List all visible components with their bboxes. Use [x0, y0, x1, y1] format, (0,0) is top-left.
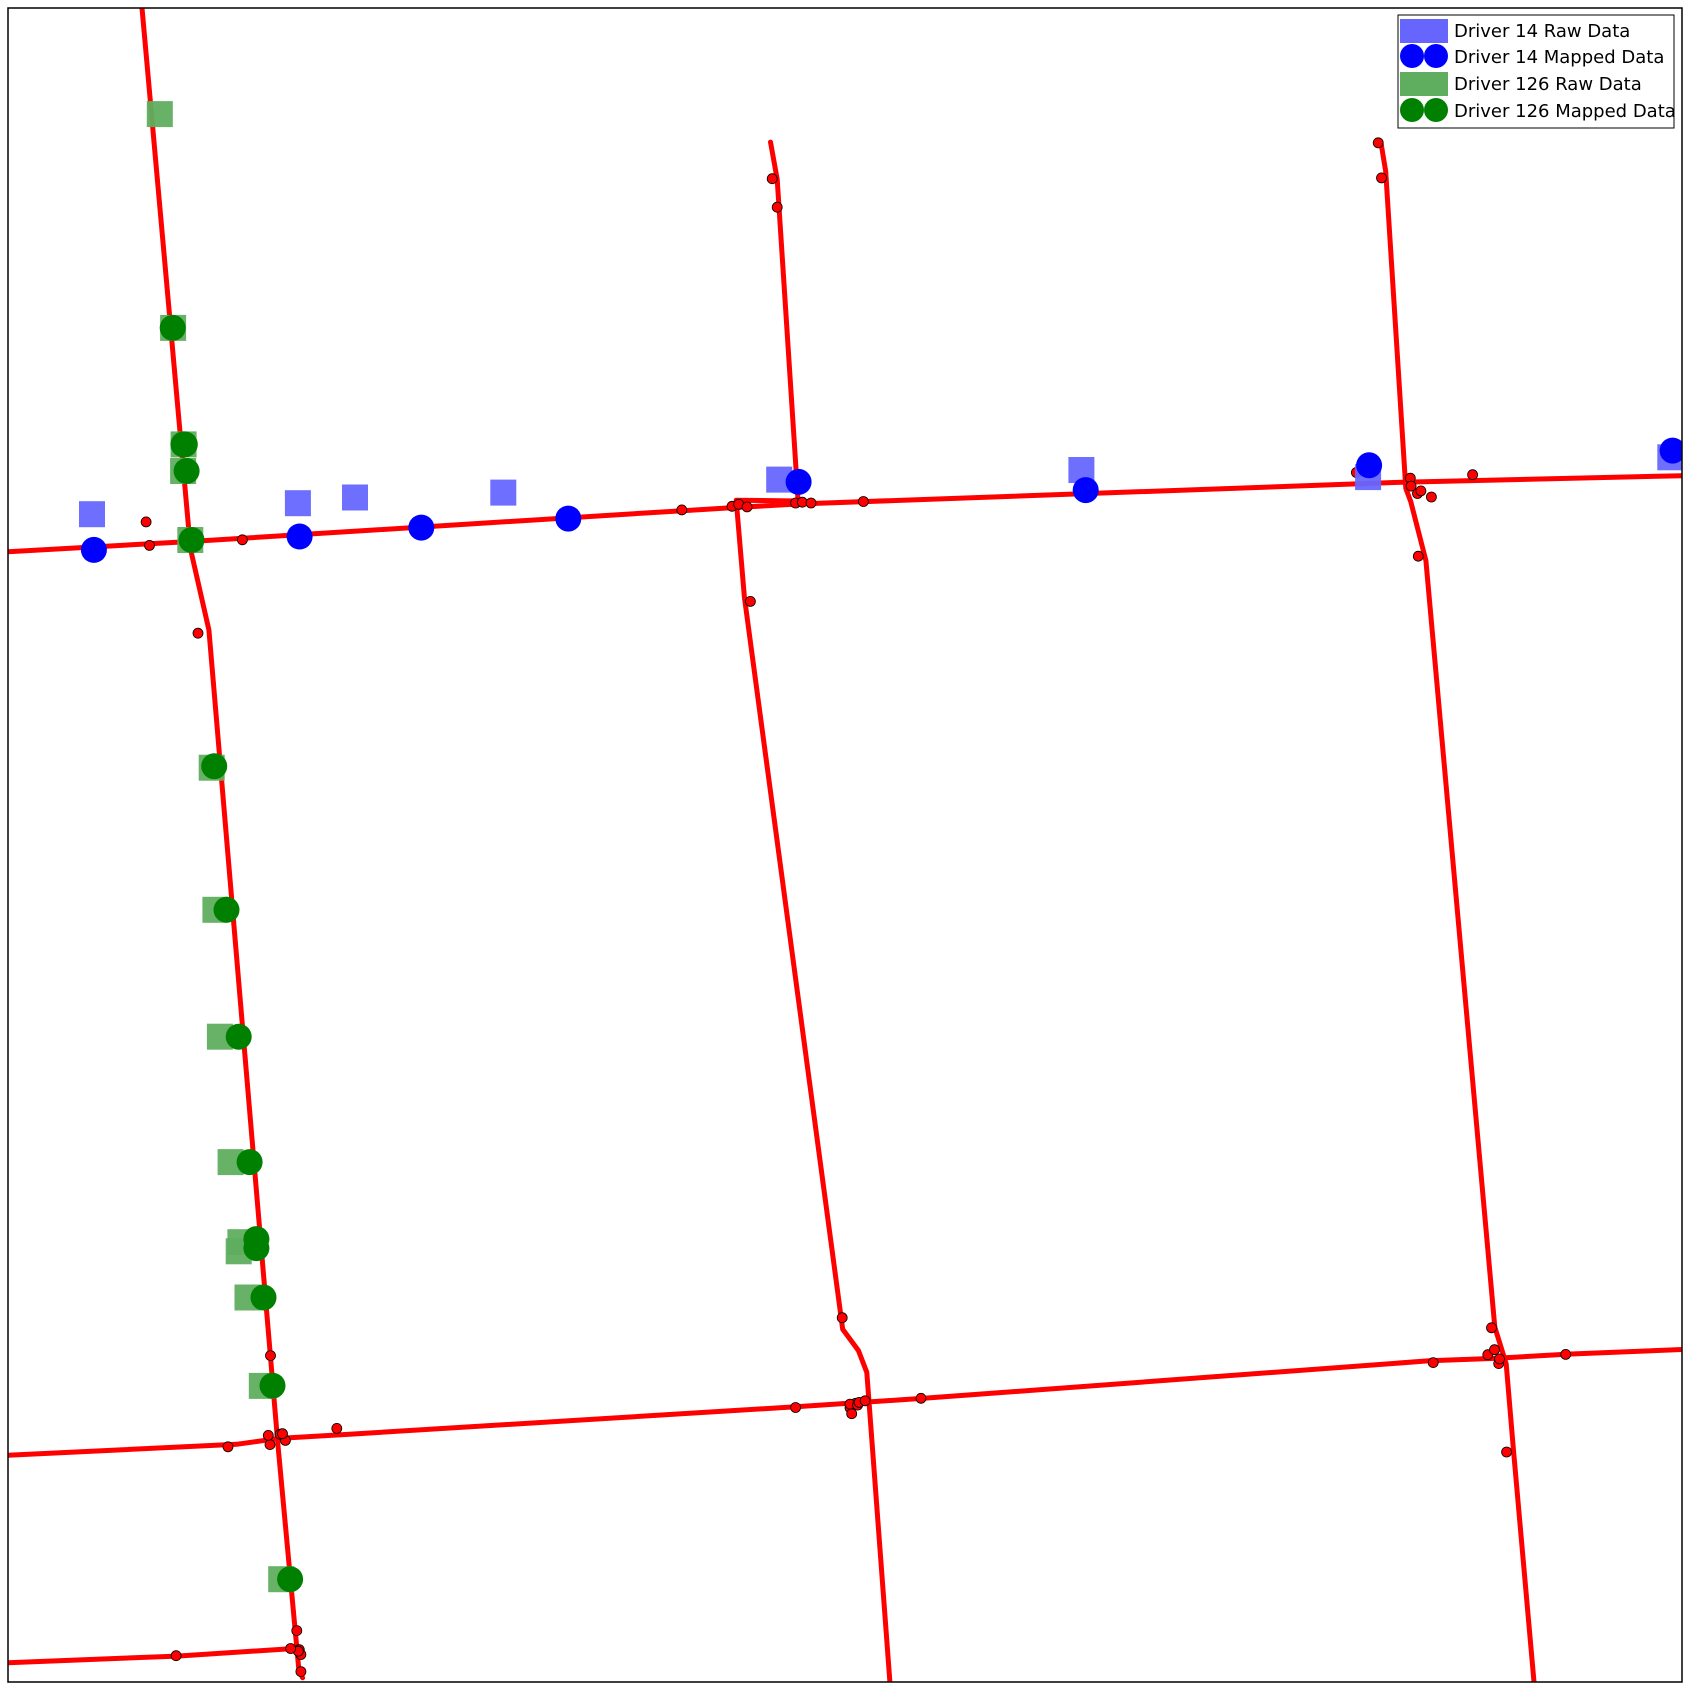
road-node: [295, 1666, 307, 1677]
driver-126-mapped-data-point: [171, 431, 198, 458]
road-node: [1412, 550, 1424, 562]
driver-14-mapped-data-point: [80, 536, 107, 563]
road-node: [771, 201, 783, 213]
legend-label-driver-126-raw: Driver 126 Raw Data: [1454, 74, 1642, 95]
road-node: [140, 516, 152, 528]
road-node: [291, 1625, 303, 1636]
road-node: [1426, 491, 1437, 503]
road-node: [1427, 1357, 1439, 1368]
legend-marker-driver-126-mapped-left: [1400, 98, 1424, 122]
road-node: [265, 1350, 276, 1361]
road-node: [264, 1439, 276, 1450]
driver-14-mapped-data-point: [1356, 452, 1383, 479]
road-node: [192, 627, 204, 639]
road-node: [170, 1650, 182, 1662]
driver-126-mapped-data-point: [178, 527, 205, 553]
driver-14-raw-data-point: [490, 479, 517, 506]
road-node: [859, 1395, 871, 1407]
driver-14-mapped-data-point: [408, 514, 435, 541]
road-node: [1467, 469, 1478, 481]
road-node: [262, 1430, 274, 1441]
driver-points: [79, 101, 1682, 1593]
road-node: [766, 173, 778, 185]
driver-126-mapped-data-point: [236, 1149, 263, 1176]
road-node: [1486, 1322, 1497, 1334]
driver-126-mapped-data-point: [173, 458, 200, 484]
legend-marker-driver-126-raw-left: [1400, 72, 1424, 96]
driver-14-raw-data-point: [79, 501, 105, 528]
road-node: [836, 1312, 848, 1324]
legend-marker-driver-14-mapped-left: [1400, 44, 1424, 68]
driver-126-mapped-data-point: [225, 1023, 252, 1050]
driver-126-raw-data-point: [146, 101, 173, 128]
road-node: [741, 501, 753, 513]
legend-marker-driver-14-raw-right: [1424, 19, 1448, 43]
driver-126-mapped-data-point: [201, 753, 228, 780]
road-node: [1415, 485, 1427, 497]
driver-126-mapped-data-point: [159, 314, 186, 341]
road-node: [222, 1441, 234, 1453]
legend-marker-driver-126-mapped-right: [1424, 98, 1448, 122]
road-node: [236, 534, 248, 546]
driver-126-mapped-data-point: [250, 1284, 277, 1311]
road-node: [1376, 172, 1387, 184]
road-node: [805, 497, 817, 509]
road-node: [285, 1643, 297, 1654]
driver-14-mapped-data-point: [286, 523, 313, 550]
legend-label-driver-126-mapped: Driver 126 Mapped Data: [1454, 101, 1676, 122]
driver-14-raw-data-point: [342, 484, 368, 511]
legend-marker-driver-14-mapped-right: [1424, 44, 1448, 68]
legend: Driver 14 Raw Data Driver 14 Mapped Data…: [1397, 14, 1676, 129]
driver-126-mapped-data-point: [277, 1566, 304, 1593]
road-node: [846, 1408, 858, 1420]
axes-frame: [7, 7, 1683, 1683]
driver-126-mapped-data-point: [213, 896, 240, 923]
road-node: [915, 1392, 927, 1404]
legend-label-driver-14-raw: Driver 14 Raw Data: [1454, 21, 1630, 42]
driver-126-mapped-data-point: [259, 1372, 286, 1399]
driver-14-mapped-data-point: [555, 505, 582, 532]
road-node: [144, 540, 155, 551]
legend-label-driver-14-mapped: Driver 14 Mapped Data: [1454, 47, 1664, 68]
road-node: [676, 504, 688, 516]
road-node: [277, 1428, 288, 1440]
driver-126-mapped-data-point: [243, 1235, 270, 1262]
road-node: [331, 1423, 343, 1434]
legend-marker-driver-126-raw-right: [1424, 72, 1448, 96]
road-node: [1489, 1344, 1500, 1356]
legend-marker-driver-14-raw-left: [1400, 19, 1424, 43]
road-node: [745, 596, 756, 607]
road-node: [858, 496, 869, 507]
driver-14-mapped-data-point: [1659, 437, 1682, 464]
road-node: [1372, 137, 1384, 149]
driver-14-raw-data-point: [284, 490, 311, 517]
road-nodes: [140, 137, 1572, 1677]
road-node: [1501, 1446, 1512, 1458]
road-node: [1560, 1349, 1572, 1360]
driver-14-mapped-data-point: [1072, 477, 1099, 504]
road-node: [1494, 1353, 1505, 1365]
road-node: [1405, 480, 1417, 492]
driver-14-mapped-data-point: [785, 468, 812, 495]
road-node: [790, 1402, 801, 1413]
road-segment: [733, 139, 893, 1682]
road-segment: [1378, 138, 1537, 1682]
